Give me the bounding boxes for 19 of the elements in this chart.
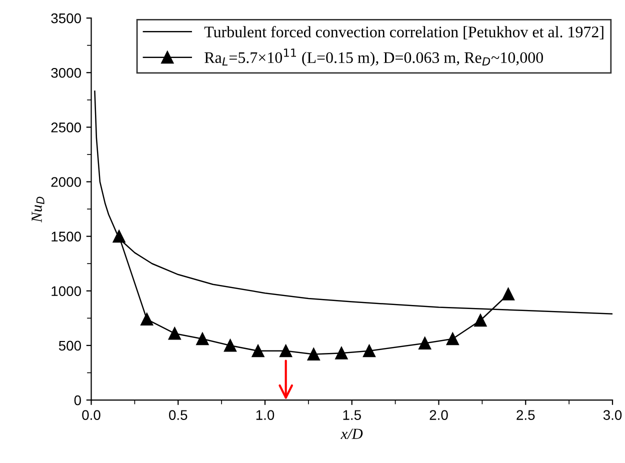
y-tick-label: 3500 bbox=[51, 13, 81, 24]
y-tick-label: 500 bbox=[58, 340, 81, 351]
x-tick-label: 2.0 bbox=[430, 410, 448, 420]
x-tick-label: 0.5 bbox=[169, 410, 188, 420]
y-tick-label: 1500 bbox=[52, 232, 81, 242]
x-tick-label: 2.5 bbox=[516, 410, 535, 420]
x-tick-label: 1.5 bbox=[343, 410, 361, 420]
y-axis-title: Nu$_{D}$ bbox=[32, 196, 44, 223]
y-tick-label: 0 bbox=[74, 395, 81, 406]
legend-label: Ra$_{L}$=5.7×10$^{11}$ (L=0.15 m), D=0.063 m, Re$_{D}$~10,000 bbox=[204, 48, 543, 66]
x-axis-title: x/D bbox=[340, 428, 363, 440]
y-tick-label: 1000 bbox=[52, 286, 81, 296]
legend-label: Turbulent forced convection correlation [Petukhov et al. 1972] bbox=[204, 26, 604, 40]
x-tick-label: 3.0 bbox=[603, 410, 622, 420]
y-tick-label: 3000 bbox=[51, 68, 81, 78]
y-tick-label: 2500 bbox=[51, 122, 81, 132]
y-tick-label: 2000 bbox=[51, 177, 81, 187]
x-tick-label: 1.0 bbox=[256, 410, 274, 420]
x-tick-label: 0.0 bbox=[82, 410, 100, 420]
